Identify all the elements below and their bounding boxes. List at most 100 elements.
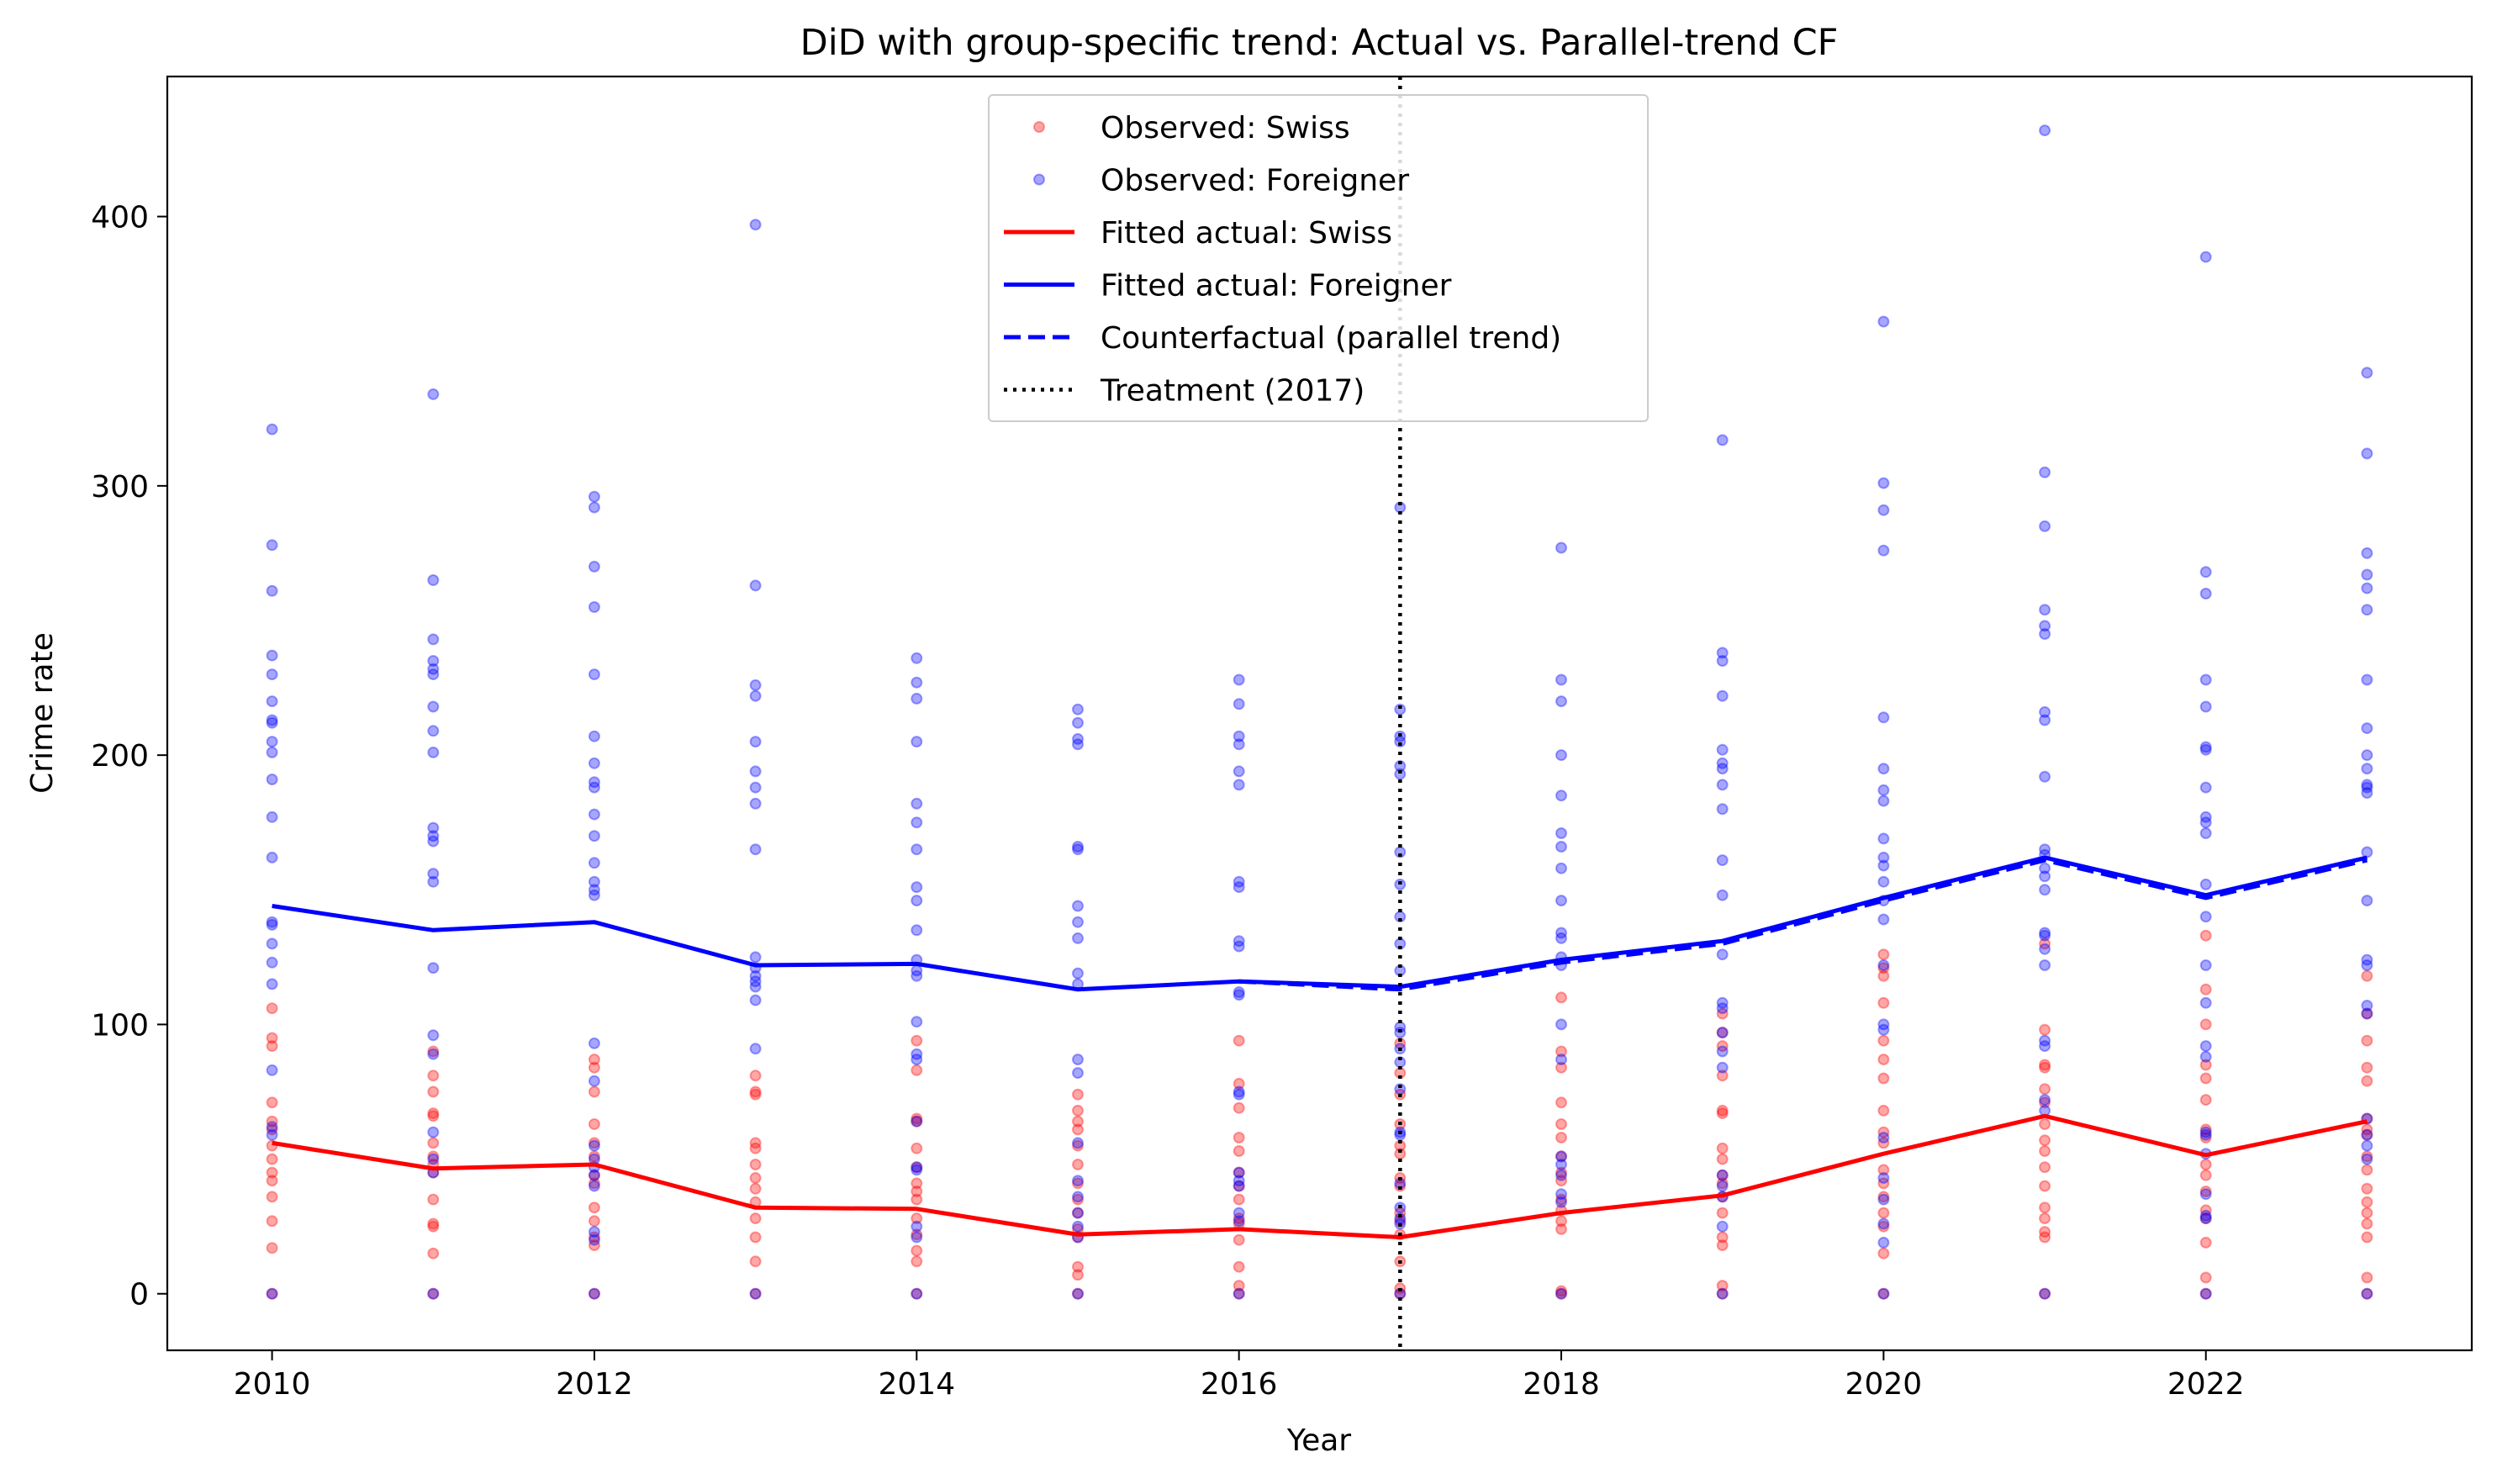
observed-foreigner-point <box>1072 1191 1084 1203</box>
observed-foreigner-point <box>1394 1027 1407 1039</box>
observed-foreigner-point <box>266 851 278 863</box>
observed-swiss-point <box>588 1201 600 1214</box>
observed-foreigner-point <box>2361 1153 2373 1165</box>
observed-swiss-point <box>266 1242 278 1254</box>
observed-foreigner-point <box>2199 959 2212 971</box>
observed-foreigner-point <box>2361 763 2373 775</box>
observed-foreigner-point <box>588 1139 600 1152</box>
observed-foreigner-point <box>1394 1128 1407 1141</box>
observed-foreigner-point <box>1233 1215 1245 1228</box>
observed-foreigner-point <box>588 560 600 573</box>
observed-swiss-point <box>2361 1207 2373 1219</box>
observed-swiss-point <box>911 1112 923 1125</box>
observed-swiss-point <box>1233 1260 1245 1273</box>
observed-foreigner-points <box>266 124 2373 1300</box>
observed-swiss-point <box>1716 1287 1729 1300</box>
observed-swiss-point <box>2039 1161 2051 1174</box>
observed-foreigner-point <box>1555 827 1567 839</box>
observed-foreigner-point <box>266 668 278 681</box>
x-tick-label: 2010 <box>234 1367 311 1402</box>
observed-foreigner-point <box>2199 1188 2212 1201</box>
observed-foreigner-point <box>266 539 278 552</box>
legend-label-counterfactual: Counterfactual (parallel trend) <box>1101 321 1561 356</box>
observed-swiss-point <box>911 1142 923 1154</box>
observed-foreigner-point <box>2199 566 2212 578</box>
observed-swiss-point <box>2199 1123 2212 1136</box>
observed-foreigner-point <box>911 692 923 705</box>
observed-swiss-point <box>2199 1287 2212 1300</box>
observed-swiss-point <box>2039 937 2051 950</box>
observed-foreigner-point <box>1877 795 1890 807</box>
observed-swiss-point <box>266 1123 278 1136</box>
observed-foreigner-point <box>427 1153 440 1165</box>
observed-foreigner-point <box>266 423 278 436</box>
observed-foreigner-point <box>1072 1137 1084 1149</box>
observed-foreigner-point <box>1555 895 1567 907</box>
observed-swiss-point <box>1877 969 1890 982</box>
observed-swiss-point <box>2039 1096 2051 1109</box>
observed-foreigner-point <box>1072 716 1084 729</box>
plot-frame <box>166 75 2473 1352</box>
observed-foreigner-point <box>1233 1088 1245 1101</box>
observed-foreigner-point <box>427 700 440 713</box>
observed-swiss-point <box>1072 1123 1084 1136</box>
observed-swiss-point <box>2199 1132 2212 1143</box>
observed-swiss-point <box>1716 1040 1729 1053</box>
legend-label-observed_swiss: Observed: Swiss <box>1101 111 1350 145</box>
observed-swiss-point <box>2039 1083 2051 1096</box>
observed-foreigner-point <box>427 663 440 675</box>
observed-foreigner-point <box>1877 1287 1890 1300</box>
observed-foreigner-point <box>1555 1287 1567 1300</box>
observed-swiss-point <box>1072 1207 1084 1219</box>
y-tick-label: 0 <box>129 1278 149 1312</box>
observed-swiss-point <box>2361 1150 2373 1163</box>
observed-foreigner-point <box>749 781 762 794</box>
observed-swiss-point <box>266 1040 278 1053</box>
observed-swiss-point <box>1716 1027 1729 1039</box>
observed-foreigner-point <box>266 1287 278 1300</box>
observed-swiss-point <box>427 1085 440 1098</box>
observed-swiss-point <box>588 1118 600 1130</box>
observed-swiss-point <box>588 1137 600 1149</box>
observed-foreigner-point <box>266 716 278 729</box>
observed-foreigner-point <box>1877 859 1890 872</box>
observed-foreigner-point <box>749 219 762 231</box>
observed-swiss-point <box>1072 1115 1084 1128</box>
observed-swiss-point <box>911 1161 923 1174</box>
observed-foreigner-point <box>1877 1217 1890 1230</box>
observed-foreigner-point <box>1555 1150 1567 1163</box>
observed-swiss-point <box>1716 1280 1729 1292</box>
observed-swiss-point <box>1233 1101 1245 1114</box>
observed-swiss-point <box>266 1002 278 1015</box>
observed-foreigner-point <box>266 916 278 928</box>
observed-foreigner-point <box>1233 779 1245 791</box>
observed-foreigner-point <box>1877 1018 1890 1031</box>
observed-swiss-point <box>2199 983 2212 995</box>
observed-foreigner-point <box>2361 582 2373 594</box>
observed-foreigner-point <box>1233 875 1245 888</box>
observed-swiss-point <box>911 1034 923 1047</box>
observed-swiss-point <box>1877 1034 1890 1047</box>
observed-swiss-point <box>266 1215 278 1228</box>
observed-swiss-point <box>1072 1287 1084 1300</box>
observed-swiss-point <box>427 1107 440 1120</box>
observed-swiss-point <box>2039 1212 2051 1225</box>
observed-foreigner-point <box>1394 703 1407 716</box>
observed-foreigner-point <box>266 649 278 662</box>
observed-foreigner-point <box>1555 1169 1567 1181</box>
observed-swiss-point <box>427 1045 440 1058</box>
observed-foreigner-point <box>1555 541 1567 554</box>
observed-swiss-point <box>1716 1231 1729 1244</box>
observed-foreigner-point <box>2039 124 2051 137</box>
observed-swiss-point <box>427 1193 440 1206</box>
observed-foreigner-point <box>2039 1034 2051 1047</box>
observed-foreigner-point <box>2199 1209 2212 1222</box>
observed-swiss-point <box>266 1175 278 1187</box>
observed-foreigner-point <box>588 601 600 613</box>
legend: Observed: Swiss Observed: Foreigner Fitted… <box>988 94 1649 422</box>
observed-foreigner-point <box>749 1287 762 1300</box>
observed-foreigner-point <box>2039 927 2051 939</box>
observed-swiss-point <box>427 1137 440 1149</box>
observed-foreigner-point <box>1233 1180 1245 1192</box>
observed-foreigner-point <box>588 1233 600 1246</box>
